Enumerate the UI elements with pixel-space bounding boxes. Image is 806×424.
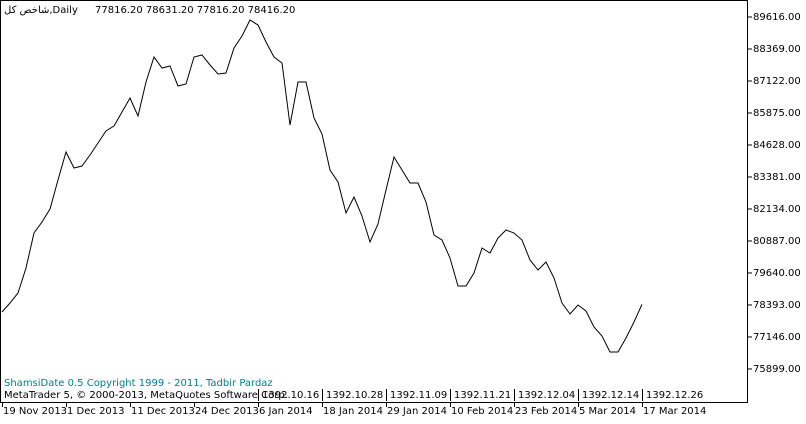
y-tick-label: 82134.00 [753,204,801,215]
y-tick-label: 85875.00 [753,108,801,119]
price-line [1,19,643,353]
y-tick-label: 84628.00 [753,140,801,151]
y-tick-label: 80887.00 [753,236,801,247]
x-tick-label: 5 Mar 2014 [579,406,636,417]
x-tick-label: 17 Mar 2014 [643,406,706,417]
indicator-copyright: ShamsiDate 0.5 Copyright 1999 - 2011, Ta… [4,378,273,389]
y-tick-label: 89616.00 [753,12,801,23]
plot-frame [0,0,748,403]
platform-copyright: MetaTrader 5, © 2000-2013, MetaQuotes So… [4,390,288,401]
y-tick-label: 75899.00 [753,364,801,375]
x-tick-label: 19 Nov 2013 [3,406,67,417]
shamsi-label: 1392.10.28 [326,390,383,401]
x-tick-label: 10 Feb 2014 [451,406,513,417]
x-tick-label: 1 Dec 2013 [67,406,125,417]
shamsi-label: 1392.12.26 [646,390,703,401]
y-tick-label: 87122.00 [753,76,801,87]
y-tick-label: 77146.00 [753,332,801,343]
x-tick-label: 18 Jan 2014 [323,406,383,417]
ohlc-header: 77816.20 78631.20 77816.20 78416.20 [95,5,295,16]
shamsi-label: 1392.11.21 [454,390,511,401]
x-tick-label: 6 Jan 2014 [259,406,313,417]
x-tick-label: 29 Jan 2014 [387,406,447,417]
x-tick-label: 23 Feb 2014 [515,406,577,417]
shamsi-label: 1392.10.16 [262,390,319,401]
shamsi-label: 1392.11.09 [390,390,447,401]
y-tick-label: 83381.00 [753,172,801,183]
x-tick-label: 24 Dec 2013 [195,406,259,417]
x-tick-label: 11 Dec 2013 [131,406,195,417]
y-tick-label: 79640.00 [753,268,801,279]
chart-title: شاخص کل,Daily [4,5,78,16]
y-tick-label: 88369.00 [753,44,801,55]
y-tick-label: 78393.00 [753,300,801,311]
shamsi-label: 1392.12.04 [518,390,575,401]
shamsi-label: 1392.12.14 [582,390,639,401]
